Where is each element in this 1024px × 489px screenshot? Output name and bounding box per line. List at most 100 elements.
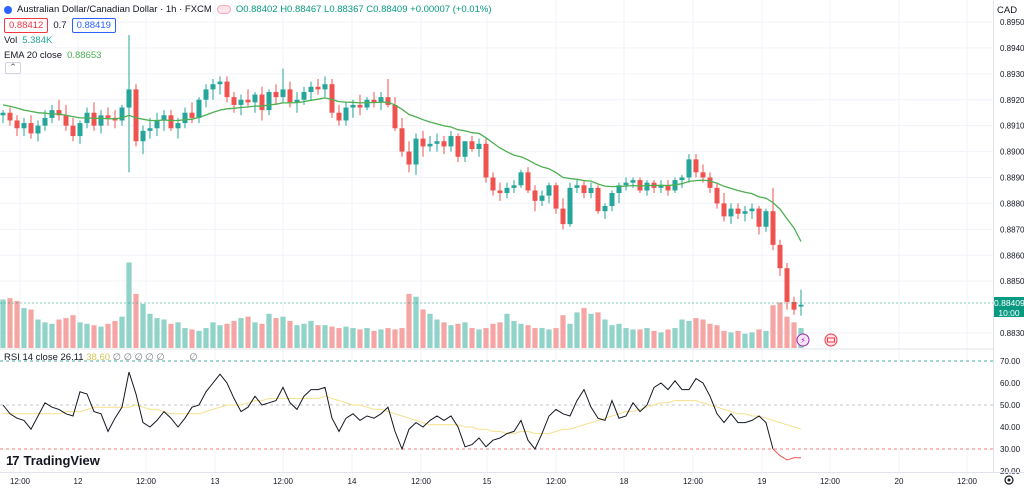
rsi-legend[interactable]: RSI 14 close 26.11 38.60 ∅ ∅ ∅ ∅ ∅ ∅ — [4, 352, 198, 363]
candle-body[interactable] — [420, 138, 426, 147]
candle-body[interactable] — [231, 97, 237, 105]
candle-body[interactable] — [504, 187, 510, 194]
volume-legend[interactable]: Vol 5.384K — [4, 33, 491, 48]
candle-body[interactable] — [238, 99, 244, 105]
candle-body[interactable] — [700, 172, 706, 178]
candle-body[interactable] — [560, 208, 566, 225]
candle-body[interactable] — [644, 182, 650, 191]
candle-body[interactable] — [602, 206, 608, 212]
alert-icon[interactable]: ⚡ — [796, 333, 810, 347]
candle-body[interactable] — [455, 136, 461, 157]
candle-body[interactable] — [245, 99, 251, 103]
candle-body[interactable] — [154, 120, 160, 129]
candle-body[interactable] — [301, 91, 307, 100]
candle-body[interactable] — [581, 185, 587, 194]
candle-body[interactable] — [714, 187, 720, 204]
candle-body[interactable] — [413, 138, 419, 165]
candle-body[interactable] — [476, 143, 482, 149]
candle-body[interactable] — [21, 123, 27, 129]
candle-body[interactable] — [679, 177, 685, 181]
candle-body[interactable] — [637, 180, 643, 191]
candle-body[interactable] — [357, 104, 363, 108]
candle-body[interactable] — [532, 190, 538, 201]
candle-body[interactable] — [105, 115, 111, 118]
candle-body[interactable] — [175, 123, 181, 129]
candle-body[interactable] — [336, 112, 342, 121]
candle-body[interactable] — [770, 211, 776, 245]
candle-body[interactable] — [595, 187, 601, 212]
candle-body[interactable] — [490, 177, 496, 191]
candle-body[interactable] — [70, 125, 76, 137]
candle-body[interactable] — [539, 195, 545, 201]
candle-body[interactable] — [147, 128, 153, 131]
candle-body[interactable] — [161, 115, 167, 121]
candle-body[interactable] — [196, 99, 202, 118]
candle-body[interactable] — [42, 117, 48, 126]
candle-body[interactable] — [574, 185, 580, 188]
candle-body[interactable] — [735, 208, 741, 214]
candle-body[interactable] — [56, 110, 62, 116]
candle-body[interactable] — [364, 99, 370, 108]
rsi-axis[interactable]: 70.00 60.00 50.00 40.00 30.00 20.00 — [1000, 357, 1021, 476]
candle-body[interactable] — [266, 91, 272, 111]
candle-body[interactable] — [14, 120, 20, 129]
candle-body[interactable] — [511, 185, 517, 188]
candle-body[interactable] — [224, 81, 230, 98]
candle-body[interactable] — [7, 112, 13, 121]
candle-body[interactable] — [721, 203, 727, 217]
currency-label[interactable]: CAD — [997, 5, 1018, 16]
candle-body[interactable] — [77, 123, 83, 137]
candle-body[interactable] — [273, 91, 279, 98]
candle-body[interactable] — [588, 187, 594, 194]
candle-body[interactable] — [623, 182, 629, 186]
candle-body[interactable] — [791, 301, 797, 310]
candle-body[interactable] — [280, 89, 286, 98]
candle-body[interactable] — [518, 172, 524, 186]
buy-button[interactable]: 0.88419 — [71, 18, 116, 33]
event-icon[interactable] — [824, 333, 838, 347]
candle-body[interactable] — [441, 141, 447, 147]
candle-body[interactable] — [35, 125, 41, 134]
candle-body[interactable] — [140, 130, 146, 142]
candle-body[interactable] — [350, 104, 356, 108]
candle-body[interactable] — [665, 185, 671, 191]
sell-button[interactable]: 0.88412 — [4, 18, 49, 33]
candle-body[interactable] — [777, 244, 783, 269]
candle-body[interactable] — [210, 84, 216, 90]
candle-body[interactable] — [98, 115, 104, 126]
candle-body[interactable] — [707, 177, 713, 188]
candle-body[interactable] — [546, 185, 552, 196]
candle-body[interactable] — [462, 141, 468, 157]
candle-body[interactable] — [406, 151, 412, 165]
candle-body[interactable] — [686, 159, 692, 178]
candle-body[interactable] — [609, 193, 615, 207]
candle-body[interactable] — [385, 97, 391, 105]
candle-body[interactable] — [182, 112, 188, 124]
candle-body[interactable] — [315, 86, 321, 90]
candle-body[interactable] — [168, 115, 174, 129]
candle-body[interactable] — [329, 84, 335, 113]
candle-body[interactable] — [378, 97, 384, 103]
candle-body[interactable] — [798, 304, 804, 307]
candlesticks[interactable] — [0, 34, 804, 316]
candle-body[interactable] — [553, 185, 559, 209]
candle-body[interactable] — [749, 208, 755, 212]
candle-body[interactable] — [399, 128, 405, 152]
candle-body[interactable] — [728, 208, 734, 217]
candle-body[interactable] — [616, 185, 622, 194]
candle-body[interactable] — [658, 185, 664, 188]
candle-body[interactable] — [448, 136, 454, 147]
candle-body[interactable] — [133, 89, 139, 142]
candle-body[interactable] — [308, 86, 314, 92]
market-status-icon[interactable] — [216, 5, 231, 14]
candle-body[interactable] — [322, 84, 328, 90]
symbol-title[interactable]: Australian Dollar/Canadian Dollar · 1h ·… — [17, 4, 212, 15]
settings-icon[interactable] — [1004, 475, 1014, 485]
candle-body[interactable] — [434, 141, 440, 144]
candle-body[interactable] — [91, 112, 97, 126]
candle-body[interactable] — [427, 143, 433, 147]
candle-body[interactable] — [119, 107, 125, 121]
candle-body[interactable] — [469, 141, 475, 149]
candle-body[interactable] — [756, 208, 762, 227]
